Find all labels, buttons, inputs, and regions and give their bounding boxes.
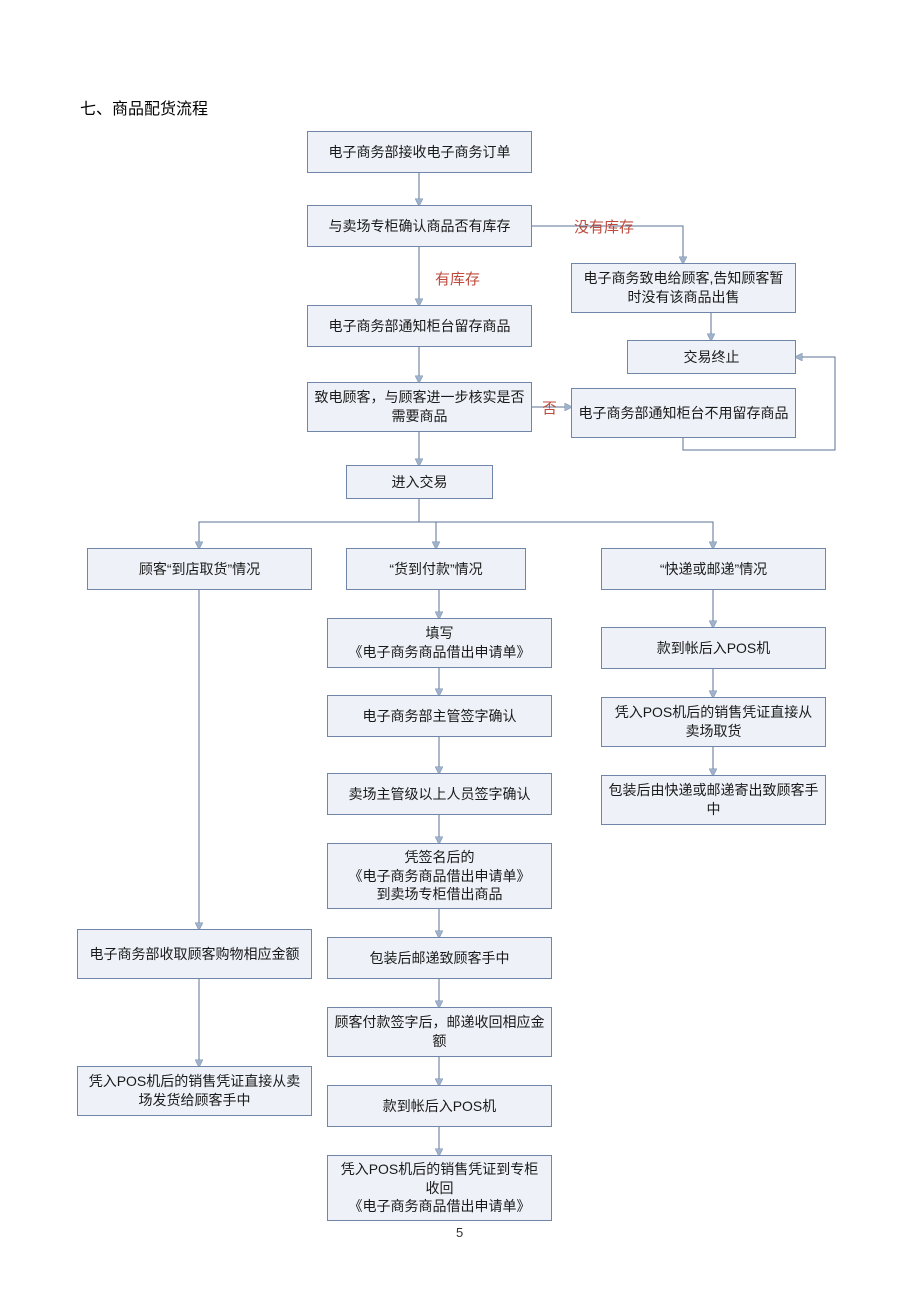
edge-e9 xyxy=(199,499,419,548)
flow-node-n21: 凭入POS机后的销售凭证直接从卖场取货 xyxy=(601,697,826,747)
flow-node-n15: 凭签名后的《电子商务商品借出申请单》到卖场专柜借出商品 xyxy=(327,843,552,909)
flow-node-n2: 与卖场专柜确认商品否有库存 xyxy=(307,205,532,247)
flowchart-page: 七、商品配货流程 电子商务部接收电子商务订单与卖场专柜确认商品否有库存电子商务部… xyxy=(0,0,920,1302)
flow-node-n11: “快递或邮递”情况 xyxy=(601,548,826,590)
edge-label-l1: 有库存 xyxy=(435,268,480,289)
flow-node-n13: 电子商务部主管签字确认 xyxy=(327,695,552,737)
flow-node-n4: 致电顾客，与顾客进一步核实是否需要商品 xyxy=(307,382,532,432)
flow-node-n22: 包装后由快递或邮递寄出致顾客手中 xyxy=(601,775,826,825)
flow-node-n19: 凭入POS机后的销售凭证到专柜收回《电子商务商品借出申请单》 xyxy=(327,1155,552,1221)
flow-node-n18: 款到帐后入POS机 xyxy=(327,1085,552,1127)
flow-node-n3: 电子商务部通知柜台留存商品 xyxy=(307,305,532,347)
page-title: 七、商品配货流程 xyxy=(80,95,208,119)
flow-node-n6: 交易终止 xyxy=(627,340,796,374)
flow-node-n8: 进入交易 xyxy=(346,465,493,499)
flow-node-n7: 电子商务部通知柜台不用留存商品 xyxy=(571,388,796,438)
flow-node-n16: 包装后邮递致顾客手中 xyxy=(327,937,552,979)
edge-label-l3: 否 xyxy=(542,397,557,418)
flow-node-n23: 电子商务部收取顾客购物相应金额 xyxy=(77,929,312,979)
flow-node-n5: 电子商务致电给顾客,告知顾客暂时没有该商品出售 xyxy=(571,263,796,313)
edge-label-l2: 没有库存 xyxy=(574,216,634,237)
edge-e11 xyxy=(419,499,713,548)
flow-node-n17: 顾客付款签字后，邮递收回相应金额 xyxy=(327,1007,552,1057)
flow-node-n12: 填写《电子商务商品借出申请单》 xyxy=(327,618,552,668)
flow-node-n1: 电子商务部接收电子商务订单 xyxy=(307,131,532,173)
flow-node-n20: 款到帐后入POS机 xyxy=(601,627,826,669)
flow-node-n9: 顾客“到店取货”情况 xyxy=(87,548,312,590)
flow-node-n14: 卖场主管级以上人员签字确认 xyxy=(327,773,552,815)
flow-node-n10: “货到付款”情况 xyxy=(346,548,526,590)
page-number: 5 xyxy=(456,1225,463,1240)
edge-e10 xyxy=(419,499,436,548)
flow-node-n24: 凭入POS机后的销售凭证直接从卖场发货给顾客手中 xyxy=(77,1066,312,1116)
